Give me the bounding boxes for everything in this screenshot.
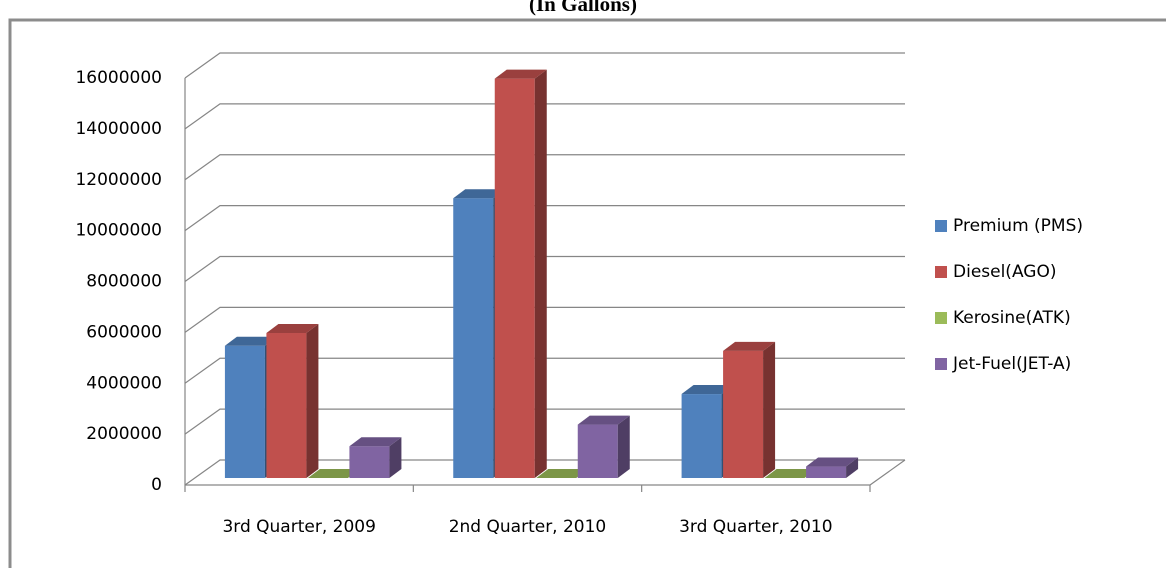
y-tick-label: 10000000: [75, 221, 162, 241]
bar-top: [494, 69, 547, 79]
bar-side: [617, 415, 630, 478]
bar-top: [453, 189, 506, 199]
bar: [494, 69, 547, 478]
bar-top: [681, 385, 734, 395]
bar-side: [389, 437, 402, 478]
y-tick-label: 0: [151, 475, 162, 495]
bar: [723, 341, 776, 478]
bar-top: [577, 415, 630, 425]
bar-front: [577, 424, 618, 478]
bar-front: [349, 446, 390, 478]
bar-top: [764, 469, 817, 478]
bar-top: [723, 341, 776, 351]
bar-top: [266, 324, 319, 334]
bar-front: [224, 345, 265, 478]
bar: [536, 469, 589, 478]
grid-line: [184, 459, 905, 486]
legend-label: Diesel(AGO): [953, 262, 1056, 282]
chart-frame: [8, 18, 1166, 568]
bar: [806, 457, 859, 478]
y-tick-label: 12000000: [75, 170, 162, 190]
bar-front: [681, 394, 722, 478]
legend-label: Premium (PMS): [953, 216, 1083, 236]
bar: [764, 469, 817, 478]
bar-top: [224, 336, 277, 346]
y-tick-label: 2000000: [86, 424, 162, 444]
grid-line: [184, 408, 905, 435]
grid-line: [184, 357, 905, 384]
bar-top: [349, 437, 402, 447]
y-tick-label: 6000000: [86, 322, 162, 342]
bar-front: [266, 333, 307, 478]
bar: [349, 437, 402, 478]
grid-line: [184, 205, 905, 232]
bar: [577, 415, 630, 478]
legend-swatch: [935, 358, 947, 370]
bar-top: [806, 457, 859, 467]
bar-side: [763, 341, 776, 478]
bar-side: [306, 324, 319, 478]
legend-swatch: [935, 220, 947, 232]
bar: [307, 469, 360, 478]
bar-top: [536, 469, 589, 478]
bar-front: [806, 466, 847, 478]
bar-front: [723, 350, 764, 478]
grid-line: [184, 255, 905, 282]
legend-swatch: [935, 312, 947, 324]
y-tick-label: 16000000: [75, 68, 162, 88]
legend-swatch: [935, 266, 947, 278]
legend-label: Jet-Fuel(JET-A): [952, 354, 1071, 374]
bar-top: [307, 469, 360, 478]
bar-front: [494, 78, 535, 478]
y-tick-label: 8000000: [86, 272, 162, 292]
x-tick-label: 2nd Quarter, 2010: [449, 517, 607, 537]
bar-front: [453, 198, 494, 478]
x-tick-label: 3rd Quarter, 2009: [222, 517, 375, 537]
grid-line: [184, 103, 905, 130]
legend-label: Kerosine(ATK): [953, 308, 1071, 328]
grid-line: [184, 306, 905, 333]
bar: [266, 324, 319, 478]
bar-side: [534, 69, 547, 478]
y-tick-label: 4000000: [86, 373, 162, 393]
x-tick-label: 3rd Quarter, 2010: [679, 517, 832, 537]
y-tick-label: 14000000: [75, 119, 162, 139]
bar-side: [846, 457, 859, 478]
grid-line: [184, 52, 905, 79]
chart-title: (In Gallons): [529, 0, 637, 16]
grid-line: [184, 154, 905, 181]
